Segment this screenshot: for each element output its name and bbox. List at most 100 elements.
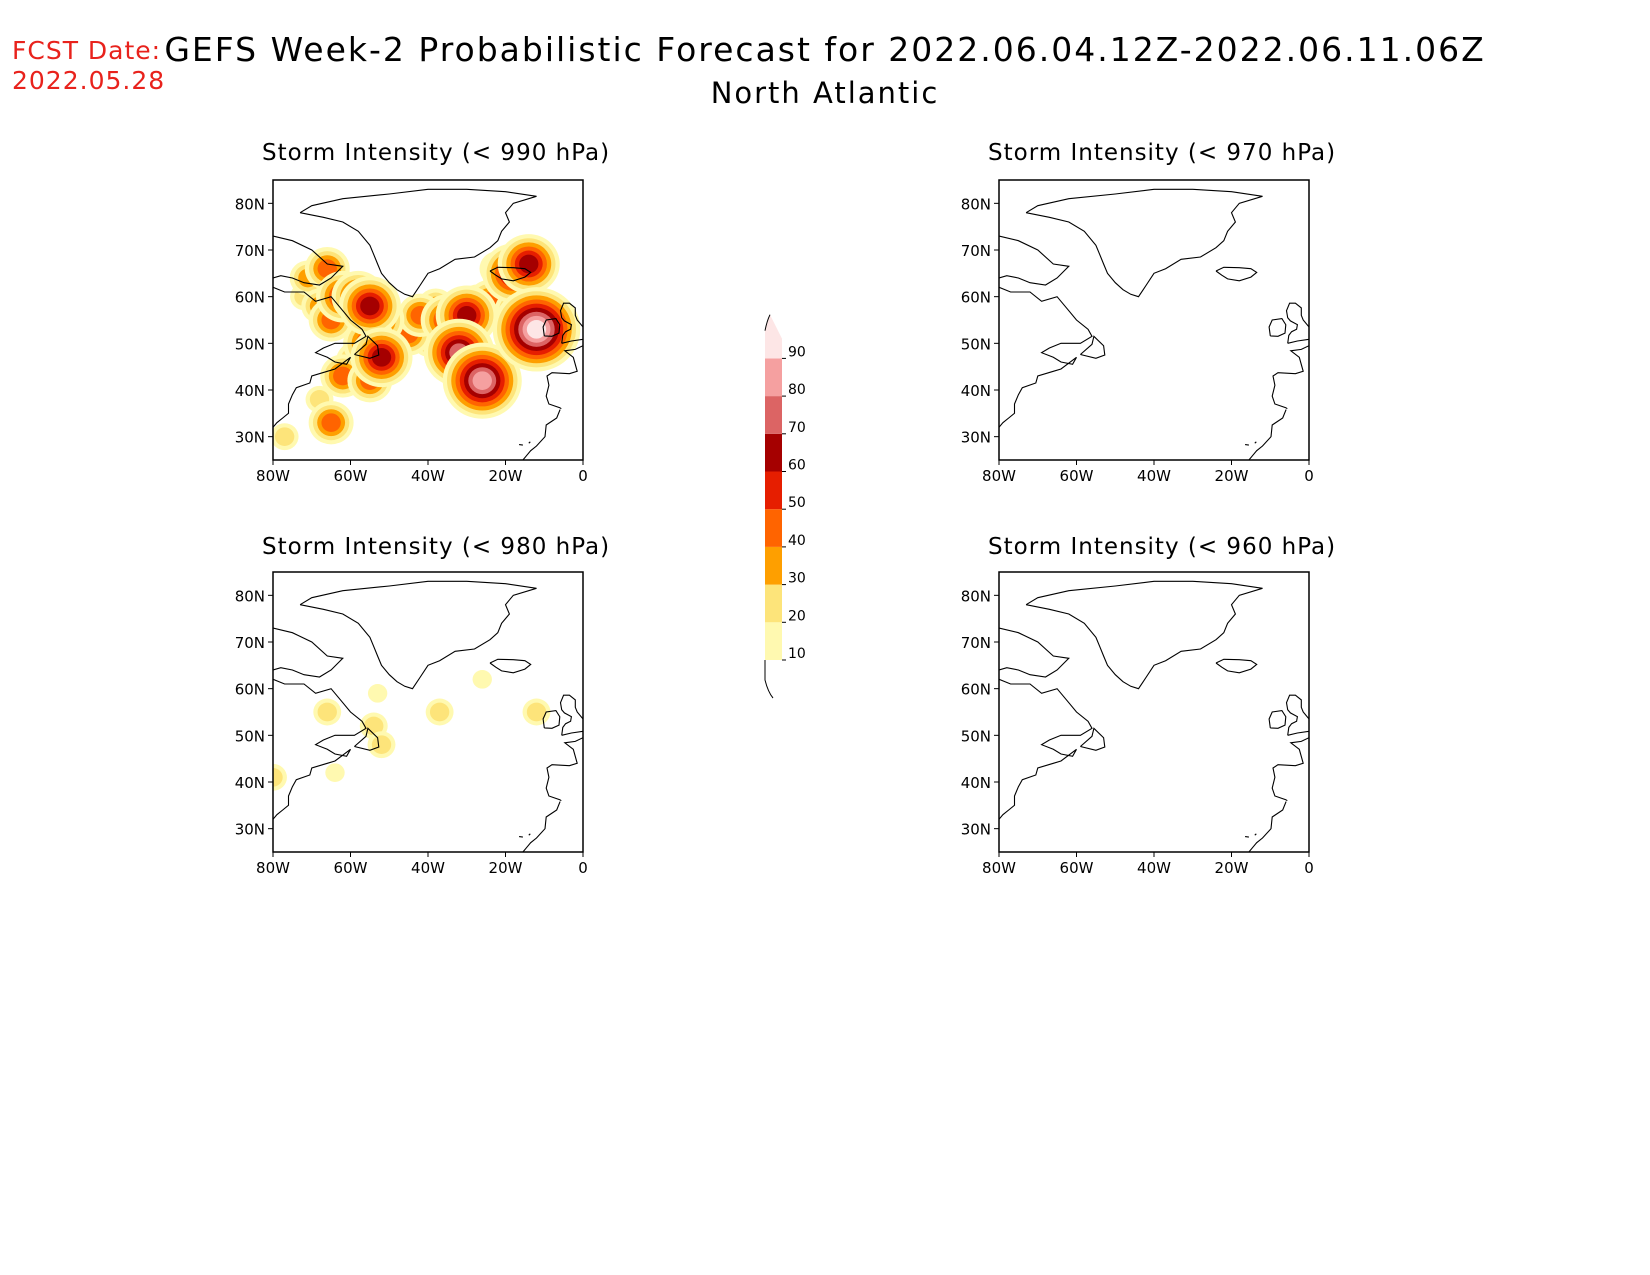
- probability-cell: [274, 427, 295, 446]
- probability-cell: [472, 670, 492, 689]
- coastline: [299, 188, 537, 298]
- lat-tick-label: 70N: [235, 634, 265, 652]
- coastline: [1215, 658, 1258, 674]
- panel-title-980: Storm Intensity (< 980 hPa): [262, 534, 611, 560]
- map-panel-960: 80W 60W 40W 20W 0 80N 70N 60N 50N 40N 30N: [961, 571, 1314, 877]
- lat-tick-label: 30N: [961, 821, 991, 839]
- lon-tick-label: 40W: [1137, 859, 1171, 877]
- coastline: [1245, 836, 1249, 838]
- colorbar-label: 80: [788, 382, 806, 398]
- fcst-date-block: FCST Date: 2022.05.28: [12, 36, 165, 96]
- lon-tick-label: 20W: [1215, 859, 1249, 877]
- map-panel-980: 80W 60W 40W 20W 0 80N 70N 60N 50N 40N 30N: [235, 571, 588, 877]
- lat-tick-label: 40N: [235, 382, 265, 400]
- coastline: [559, 694, 583, 736]
- lat-tick-label: 60N: [961, 681, 991, 699]
- colorbar-segment: [765, 509, 782, 547]
- coastline: [1080, 335, 1106, 359]
- coastline: [273, 678, 367, 820]
- lat-tick-label: 70N: [961, 242, 991, 260]
- coastline: [528, 441, 531, 444]
- probability-colorbar: 10 20 30 40 50 60 70 80 90: [764, 314, 806, 699]
- colorbar-label: 10: [788, 646, 806, 662]
- probability-cell: [317, 702, 337, 722]
- lat-tick-label: 30N: [961, 429, 991, 447]
- coastline: [1268, 318, 1287, 337]
- colorbar-segment: [765, 622, 782, 660]
- coastline: [542, 318, 561, 337]
- fcst-date-label: FCST Date:: [12, 36, 162, 65]
- lat-tick-label: 60N: [961, 289, 991, 307]
- coastline: [299, 580, 537, 690]
- coastline: [1254, 833, 1257, 836]
- coastline: [1248, 801, 1287, 852]
- coastline: [559, 302, 583, 344]
- lat-tick-label: 50N: [961, 727, 991, 745]
- colorbar-segment: [765, 314, 782, 359]
- lat-tick-label: 60N: [235, 289, 265, 307]
- map-frame: [998, 179, 1310, 461]
- region-subtitle: North Atlantic: [710, 76, 940, 110]
- coastline: [1285, 302, 1309, 344]
- lon-tick-label: 60W: [1060, 859, 1094, 877]
- coastline: [1215, 266, 1258, 282]
- probability-cell: [371, 735, 392, 754]
- lat-tick-label: 40N: [235, 774, 265, 792]
- lon-tick-label: 0: [578, 859, 588, 877]
- lat-tick-label: 40N: [961, 382, 991, 400]
- probability-cell: [360, 296, 380, 316]
- lon-tick-label: 20W: [1215, 467, 1249, 485]
- coastline: [1271, 737, 1309, 802]
- coastline: [522, 409, 561, 460]
- lon-tick-label: 60W: [334, 859, 368, 877]
- lon-tick-label: 40W: [411, 859, 445, 877]
- map-panel-970: 80W 60W 40W 20W 0 80N 70N 60N 50N 40N 30N: [961, 179, 1314, 485]
- coastline: [545, 345, 583, 410]
- coastline: [1248, 409, 1287, 460]
- lat-tick-label: 30N: [235, 821, 265, 839]
- probability-cell: [325, 763, 345, 782]
- probability-cell: [472, 371, 492, 390]
- coastline: [1268, 710, 1287, 729]
- coastline: [273, 286, 367, 428]
- probability-cell: [273, 768, 283, 787]
- coastline: [999, 286, 1093, 428]
- colorbar-segment: [765, 584, 782, 623]
- lat-tick-label: 50N: [235, 335, 265, 353]
- panel-title-990: Storm Intensity (< 990 hPa): [262, 140, 611, 166]
- colorbar-segment: [765, 358, 782, 397]
- coastline: [273, 627, 344, 678]
- probability-field: [999, 580, 1309, 852]
- colorbar-segment: [765, 471, 782, 510]
- lon-tick-label: 40W: [1137, 467, 1171, 485]
- probability-cell: [429, 702, 450, 722]
- lat-tick-label: 50N: [961, 335, 991, 353]
- lon-tick-label: 40W: [411, 467, 445, 485]
- probability-cell: [371, 348, 392, 367]
- colorbar-segment: [765, 546, 782, 585]
- coastline: [999, 627, 1070, 678]
- lon-tick-label: 80W: [982, 467, 1016, 485]
- coastline: [1271, 345, 1309, 410]
- coastline: [522, 801, 561, 852]
- probability-cell: [364, 716, 384, 736]
- lon-tick-label: 80W: [982, 859, 1016, 877]
- probability-field: [999, 188, 1309, 460]
- lon-tick-label: 20W: [489, 859, 523, 877]
- coastline: [354, 727, 380, 751]
- coastline: [542, 710, 561, 729]
- probability-cell: [367, 684, 388, 703]
- coastline: [273, 235, 344, 286]
- lat-tick-label: 80N: [235, 195, 265, 213]
- lat-tick-label: 70N: [961, 634, 991, 652]
- lon-tick-label: 60W: [1060, 467, 1094, 485]
- colorbar-segment: [765, 433, 782, 472]
- lon-tick-label: 80W: [256, 859, 290, 877]
- colorbar-segment: [765, 396, 782, 434]
- lon-tick-label: 0: [1304, 859, 1314, 877]
- coastline: [1025, 580, 1263, 690]
- panel-title-970: Storm Intensity (< 970 hPa): [988, 140, 1337, 166]
- colorbar-label: 30: [788, 571, 806, 587]
- fcst-date-value: 2022.05.28: [12, 66, 166, 95]
- coastline: [1285, 694, 1309, 736]
